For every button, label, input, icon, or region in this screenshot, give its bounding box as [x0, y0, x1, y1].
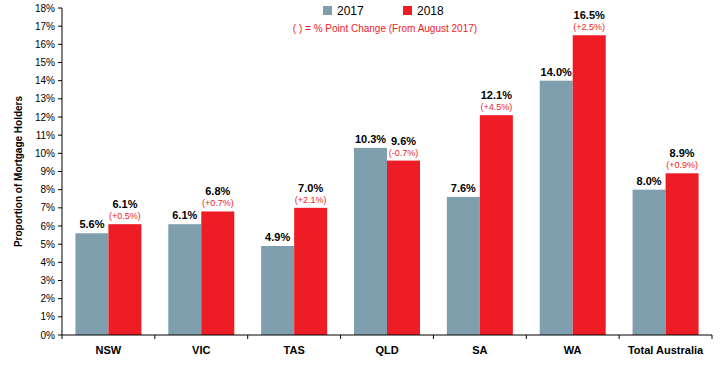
- legend-label: 2018: [417, 4, 444, 18]
- change-label: (+2.1%): [295, 195, 327, 205]
- bar: [108, 224, 141, 335]
- y-tick-label: 5%: [41, 239, 56, 250]
- x-axis: [62, 335, 712, 336]
- x-tick-label: NSW: [96, 344, 122, 356]
- y-tick: [58, 117, 62, 118]
- x-tick-label: WA: [564, 344, 582, 356]
- y-tick-label: 0%: [41, 330, 56, 341]
- y-tick: [58, 244, 62, 245]
- y-tick: [58, 280, 62, 281]
- y-tick-label: 14%: [35, 75, 55, 86]
- x-tick-label: VIC: [192, 344, 210, 356]
- change-label: (+0.7%): [202, 198, 234, 208]
- x-tick: [712, 335, 713, 339]
- y-tick: [58, 316, 62, 317]
- data-label: 8.0%: [637, 175, 662, 187]
- bar: [573, 35, 606, 335]
- y-tick: [58, 8, 62, 9]
- y-tick: [58, 62, 62, 63]
- data-label: 7.0%: [298, 182, 323, 194]
- x-tick: [62, 335, 63, 339]
- legend-swatch: [403, 6, 412, 15]
- x-tick-label: QLD: [375, 344, 398, 356]
- y-tick: [58, 207, 62, 208]
- y-tick-label: 3%: [41, 275, 56, 286]
- legend-swatch: [323, 6, 332, 15]
- data-label: 8.9%: [670, 147, 695, 159]
- chart: 5.6%6.1%4.9%10.3%7.6%14.0%8.0%6.1%(+0.5%…: [0, 0, 726, 377]
- data-label: 14.0%: [541, 66, 572, 78]
- y-tick-label: 12%: [35, 112, 55, 123]
- x-tick: [154, 335, 155, 339]
- x-tick-label: SA: [472, 344, 487, 356]
- change-label: (+4.5%): [480, 102, 512, 112]
- bar: [168, 224, 201, 335]
- y-tick-label: 16%: [35, 39, 55, 50]
- y-axis-label: Proportion of Mortgage Holders: [13, 96, 24, 248]
- y-tick-label: 1%: [41, 311, 56, 322]
- bar: [354, 148, 387, 335]
- data-label: 9.6%: [391, 135, 416, 147]
- bar: [447, 197, 480, 335]
- bar: [261, 246, 294, 335]
- data-label: 6.1%: [172, 209, 197, 221]
- y-tick-label: 15%: [35, 57, 55, 68]
- y-tick: [58, 98, 62, 99]
- y-tick: [58, 226, 62, 227]
- change-label: (+0.9%): [666, 160, 698, 170]
- bar: [75, 233, 108, 335]
- x-tick: [526, 335, 527, 339]
- legend-label: 2017: [337, 4, 364, 18]
- data-label: 16.5%: [574, 9, 605, 21]
- x-tick-label: TAS: [284, 344, 305, 356]
- bar: [633, 190, 666, 335]
- y-tick: [58, 262, 62, 263]
- y-tick: [58, 80, 62, 81]
- data-label: 7.6%: [451, 182, 476, 194]
- y-tick: [58, 44, 62, 45]
- y-tick: [58, 153, 62, 154]
- x-tick: [247, 335, 248, 339]
- data-label: 4.9%: [265, 231, 290, 243]
- bar: [666, 173, 699, 335]
- y-tick-label: 11%: [36, 130, 55, 141]
- y-tick-label: 17%: [35, 21, 55, 32]
- bar: [294, 208, 327, 335]
- bars: [75, 35, 698, 335]
- y-tick: [58, 298, 62, 299]
- y-tick: [58, 335, 62, 336]
- x-tick: [433, 335, 434, 339]
- data-label: 6.1%: [112, 198, 137, 210]
- y-tick: [58, 26, 62, 27]
- bar: [201, 211, 234, 335]
- change-label: (+2.5%): [573, 22, 605, 32]
- data-label: 12.1%: [481, 89, 512, 101]
- data-label: 10.3%: [355, 133, 386, 145]
- change-label: (-0.7%): [389, 148, 419, 158]
- y-tick-label: 8%: [41, 184, 56, 195]
- y-tick: [58, 135, 62, 136]
- data-label: 5.6%: [79, 218, 104, 230]
- data-label: 6.8%: [205, 185, 230, 197]
- y-tick-label: 13%: [35, 93, 55, 104]
- bar: [540, 81, 573, 335]
- y-tick-label: 10%: [35, 148, 55, 159]
- bar: [480, 115, 513, 335]
- y-tick-label: 2%: [41, 293, 56, 304]
- y-tick-label: 4%: [41, 257, 56, 268]
- x-tick: [340, 335, 341, 339]
- y-tick-label: 7%: [41, 202, 56, 213]
- y-tick-label: 18%: [35, 3, 55, 14]
- change-label: (+0.5%): [109, 211, 141, 221]
- subtitle: ( ) = % Point Change (From August 2017): [293, 23, 477, 34]
- x-tick-label: Total Australia: [628, 344, 704, 356]
- y-tick-label: 9%: [41, 166, 56, 177]
- y-tick: [58, 189, 62, 190]
- y-tick-label: 6%: [41, 221, 56, 232]
- x-tick: [619, 335, 620, 339]
- bar: [387, 161, 420, 335]
- y-tick: [58, 171, 62, 172]
